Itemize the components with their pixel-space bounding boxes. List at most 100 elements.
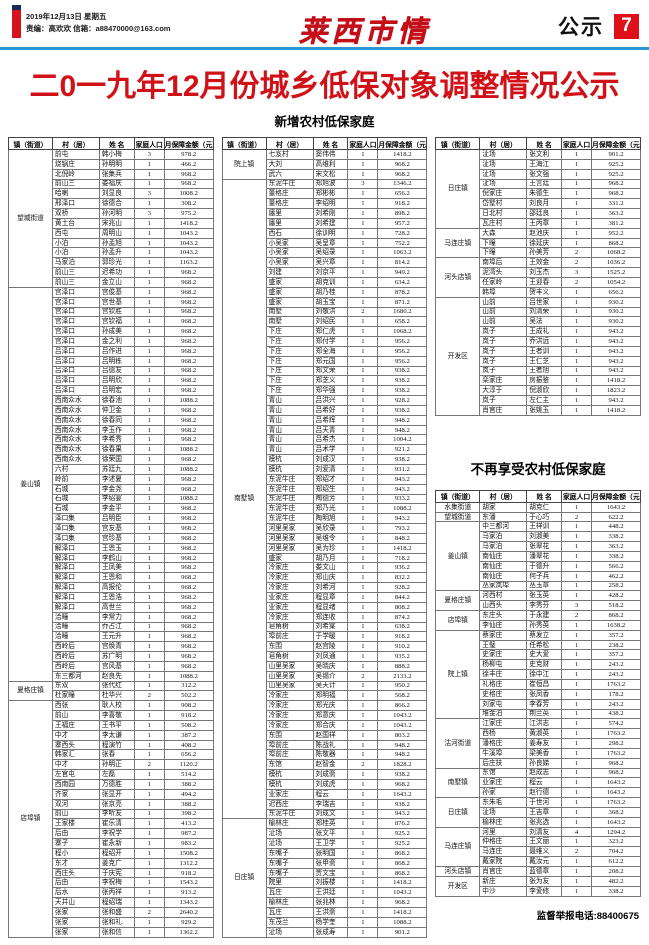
amount-cell: 388.2 bbox=[163, 779, 214, 790]
column-header: 家庭人口 bbox=[347, 137, 379, 150]
name-cell: 窦伟伟 bbox=[312, 149, 349, 160]
household-size-cell: 1 bbox=[561, 590, 593, 602]
table-row: 杨柳屯 史克财 1 243.2 bbox=[436, 659, 642, 671]
village-cell: 孙家 bbox=[479, 787, 528, 799]
household-size-cell: 1 bbox=[347, 355, 379, 367]
household-size-cell: 1 bbox=[133, 582, 165, 593]
amount-cell: 925.2 bbox=[377, 838, 428, 849]
household-size-cell: 1 bbox=[561, 688, 593, 700]
village-cell: 盛家 bbox=[265, 276, 314, 288]
village-cell: 南仙庄 bbox=[479, 551, 528, 562]
household-size-cell: 1 bbox=[561, 856, 593, 867]
village-cell: 大刘 bbox=[265, 158, 314, 170]
table-row: 院里 刘振楼 1 1418.2 bbox=[222, 877, 428, 889]
village-cell: 东泥牛庄 bbox=[265, 503, 314, 515]
village-cell: 山里吴家 bbox=[265, 680, 314, 692]
village-cell: 邢泽口 bbox=[51, 198, 100, 210]
village-cell: 岚子 bbox=[479, 355, 528, 367]
table-row: 洽疃 乔占江 1 968.2 bbox=[9, 621, 214, 633]
amount-cell: 908.2 bbox=[163, 700, 214, 712]
amount-cell: 704.2 bbox=[591, 846, 642, 858]
village-cell: 戴家院 bbox=[479, 856, 528, 867]
masthead-right: 公示 7 bbox=[558, 11, 639, 41]
name-cell: 吕世家 bbox=[526, 296, 563, 308]
name-cell: 孙美芳 bbox=[526, 247, 563, 259]
household-size-cell: 1 bbox=[133, 542, 165, 554]
name-cell: 郑付学 bbox=[312, 336, 349, 347]
village-cell: 岚子 bbox=[479, 326, 528, 338]
name-cell: 丛玉章 bbox=[526, 580, 563, 592]
amount-cell: 1763.2 bbox=[591, 728, 642, 740]
tables-area: 镇（街道）村（居）姓 名家庭人口月保障金额（元）望城街道前屯韩小梅3978.2烧… bbox=[0, 137, 649, 938]
amount-cell: 1763.2 bbox=[591, 747, 642, 759]
household-size-cell: 1 bbox=[347, 906, 379, 918]
name-cell: 吕明宏 bbox=[98, 385, 135, 397]
household-size-cell: 1 bbox=[133, 670, 165, 682]
name-cell: 李瑞吉 bbox=[312, 798, 349, 810]
name-cell: 宫焕青 bbox=[98, 641, 135, 653]
household-size-cell: 1 bbox=[133, 434, 165, 446]
village-cell: 榆林庄 bbox=[265, 818, 314, 830]
amount-cell: 938.2 bbox=[377, 375, 428, 387]
household-size-cell: 1 bbox=[133, 729, 165, 741]
name-cell: 朱德生 bbox=[526, 188, 563, 200]
name-cell: 刘爱清 bbox=[312, 464, 349, 475]
amount-cell: 868.2 bbox=[377, 867, 428, 879]
household-size-cell: 1 bbox=[133, 749, 165, 761]
village-cell: 解泽口 bbox=[51, 542, 100, 554]
table-row: 院上镇 蔡家庄 蔡发立 1 357.2 bbox=[435, 629, 642, 720]
household-size-cell: 1 bbox=[347, 769, 379, 780]
amount-cell: 868.2 bbox=[377, 857, 428, 869]
name-cell: 徐春同 bbox=[98, 414, 135, 426]
household-size-cell: 1 bbox=[561, 375, 593, 387]
table-row: 沚场 张成寿 1 901.2 bbox=[222, 926, 428, 938]
household-size-cell: 1 bbox=[561, 326, 593, 338]
household-size-cell: 1 bbox=[133, 198, 165, 210]
name-cell: 仲卫金 bbox=[98, 404, 135, 416]
name-cell: 于庆宪 bbox=[98, 867, 135, 879]
column-header: 村（居） bbox=[51, 137, 100, 150]
name-cell: 金之利 bbox=[98, 336, 135, 347]
household-size-cell: 1 bbox=[347, 690, 379, 702]
name-cell: 胡克仁 bbox=[526, 501, 563, 513]
village-cell: 寨西头 bbox=[51, 739, 100, 751]
household-size-cell: 1 bbox=[561, 355, 593, 367]
amount-cell: 331.2 bbox=[591, 198, 642, 210]
amount-cell: 956.2 bbox=[377, 345, 428, 357]
amount-cell: 566.2 bbox=[591, 560, 642, 572]
name-cell: 刘京平 bbox=[312, 267, 349, 278]
name-cell: 宫珍基 bbox=[98, 532, 135, 544]
amount-cell: 1643.2 bbox=[377, 788, 428, 800]
household-size-cell: 1 bbox=[133, 503, 165, 515]
amount-cell: 658.2 bbox=[377, 316, 428, 328]
household-size-cell: 1 bbox=[133, 769, 165, 780]
village-cell: 东庄头 bbox=[479, 610, 528, 621]
name-cell: 郑文荣 bbox=[312, 365, 349, 377]
household-size-cell: 1 bbox=[561, 678, 593, 690]
household-size-cell: 2 bbox=[561, 511, 593, 523]
household-size-cell: 2 bbox=[347, 759, 379, 771]
town-cell: 开发区 bbox=[435, 875, 481, 897]
amount-cell: 918.2 bbox=[377, 198, 428, 210]
amount-cell: 968.2 bbox=[163, 601, 214, 613]
amount-cell: 968.2 bbox=[163, 276, 214, 288]
town-cell: 店埠镇 bbox=[435, 610, 481, 631]
table-row: 马连庄镇 大森 赵池庆 1 952.2 bbox=[435, 227, 642, 259]
village-cell: 业家庄 bbox=[479, 777, 528, 789]
name-cell: 黄淑英 bbox=[526, 728, 563, 740]
village-cell: 埠前庄 bbox=[265, 739, 314, 751]
name-cell: 宋文松 bbox=[312, 168, 349, 180]
village-cell: 冷家庄 bbox=[265, 690, 314, 702]
amount-cell: 968.2 bbox=[163, 532, 214, 544]
household-size-cell: 1 bbox=[561, 531, 593, 543]
village-cell: 青山 bbox=[265, 395, 314, 406]
name-cell: 刘绍民 bbox=[312, 316, 349, 328]
household-size-cell: 1 bbox=[133, 719, 165, 731]
amount-cell: 968.2 bbox=[163, 168, 214, 180]
amount-cell: 308.2 bbox=[163, 198, 214, 210]
village-cell: 解泽口 bbox=[51, 572, 100, 584]
column-header: 月保障金额（元） bbox=[163, 137, 214, 150]
amount-cell: 928.2 bbox=[377, 582, 428, 593]
amount-cell: 1346.2 bbox=[377, 178, 428, 190]
